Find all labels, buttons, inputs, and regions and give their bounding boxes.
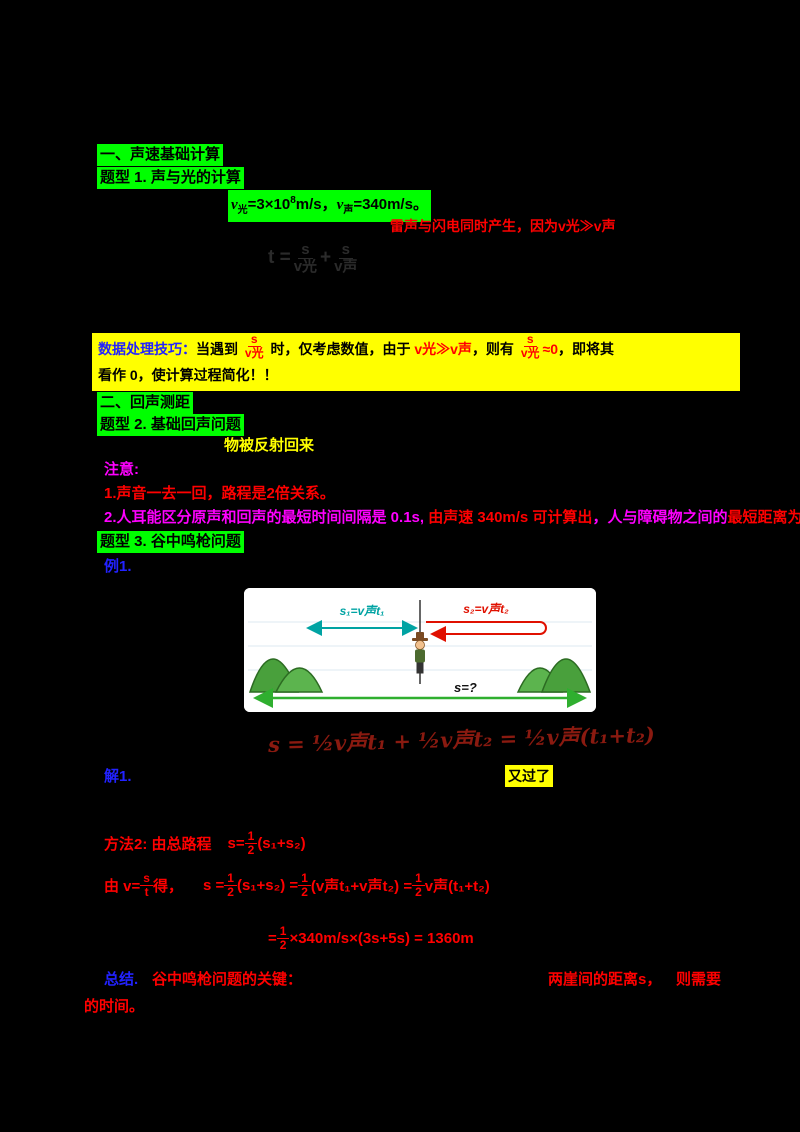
text-run: =340m/s。 xyxy=(353,196,428,213)
s1-label: s₁=v声t₁ xyxy=(340,604,385,618)
text-run: 时，仅考虑数值，由于 xyxy=(266,341,415,357)
valley-echo-diagram: s₁=v声t₁ s₂=v声t₂ s=? xyxy=(244,588,596,712)
denominator: t xyxy=(144,884,149,899)
text-run: s= xyxy=(227,834,245,852)
red-inline-formula: v光≫v声 xyxy=(414,341,472,357)
text-run: ，人与障碍物之间的 xyxy=(592,509,728,526)
text-run: (s₁+s₂) = xyxy=(236,876,299,894)
denominator: v声 xyxy=(334,257,358,275)
text-run: 由声速 340m/s 可计算出 xyxy=(424,509,593,526)
tip-label: 数据处理技巧： xyxy=(98,341,196,357)
diagram-svg: s₁=v声t₁ s₂=v声t₂ s=? xyxy=(244,588,596,712)
denominator: 2 xyxy=(247,842,255,857)
data-tip-box: 数据处理技巧：当遇到 s v光 时，仅考虑数值，由于 v光≫v声，则有 s v光 ≈0… xyxy=(92,333,740,392)
text-run: m/s， xyxy=(295,196,337,213)
summary-text-4: 的时间。 xyxy=(84,998,145,1015)
denominator: v光 xyxy=(244,345,264,360)
text-run: 2.人耳能区分原声和回声的最短时间间隔是 0.1s, xyxy=(104,509,425,526)
denominator: 2 xyxy=(415,884,422,899)
text-run: =3×10 xyxy=(247,196,291,213)
section1-heading: 一、声速基础计算 xyxy=(97,144,224,166)
summary-text-3: 则需要 xyxy=(676,971,722,988)
numerator: s xyxy=(140,872,153,886)
denominator: v光 xyxy=(293,257,318,275)
text-run: 得， xyxy=(152,877,183,895)
echo-point-2: 2.人耳能区分原声和回声的最短时间间隔是 0.1s, 由声速 340m/s 可计… xyxy=(104,506,800,527)
numerator: s xyxy=(523,333,537,347)
note-label: 注意: xyxy=(104,461,139,478)
example-label: 例1. xyxy=(104,558,132,575)
text-run: 当遇到 xyxy=(196,341,242,357)
method-label: 方法2: 由总路程 xyxy=(104,835,212,853)
text-run: (v声t₁+v声t₂) = xyxy=(310,877,413,895)
highlighted-fragment: 又过了 xyxy=(505,765,553,787)
tip-line-1: 数据处理技巧：当遇到 s v光 时，仅考虑数值，由于 v光≫v声，则有 s v光 ≈0… xyxy=(98,333,734,363)
text-run: ，则有 xyxy=(471,341,518,357)
approx-zero: ≈0 xyxy=(542,341,558,357)
numerator: 1 xyxy=(276,925,290,939)
text-run: (s₁+s₂) xyxy=(257,834,306,852)
fraction: s v光 xyxy=(518,333,543,359)
type1-heading: 题型 1. 声与光的计算 xyxy=(97,167,244,189)
summary-text-2: 两崖间的距离s， xyxy=(548,971,662,988)
numerator: 1 xyxy=(298,872,311,886)
speed-constants: v光=3×108m/s，v声=340m/s。 xyxy=(228,190,431,222)
text-run: s = xyxy=(202,876,225,894)
numerator: s xyxy=(298,242,313,259)
text-run: + xyxy=(320,247,332,269)
summary-label: 总结. xyxy=(104,971,139,988)
type3-heading: 题型 3. 谷中鸣枪问题 xyxy=(97,531,244,553)
person-figure xyxy=(412,632,428,674)
exponent: 8 xyxy=(290,195,296,206)
summary-text-1: 谷中鸣枪问题的关键： xyxy=(152,971,303,988)
denominator: v光 xyxy=(520,345,540,360)
red-annotation: 雷声与闪电同时产生，因为v光≫v声 xyxy=(390,218,616,234)
light-subscript: 光 xyxy=(237,205,248,216)
denominator: 2 xyxy=(227,884,234,899)
text-run: = xyxy=(268,929,277,947)
numerator: 1 xyxy=(412,872,425,886)
s2-label: s₂=v声t₂ xyxy=(463,602,509,616)
section2-heading: 二、回声测距 xyxy=(97,392,194,414)
v-symbol: v xyxy=(231,197,238,213)
faint-formula: t = s v光 + s v声 xyxy=(268,242,361,275)
solution-label: 解1. xyxy=(104,768,132,785)
numerator: 1 xyxy=(224,872,237,886)
fraction: s v声 xyxy=(331,242,360,275)
v-symbol: v xyxy=(336,197,344,213)
handwritten-formula: s = ½v声t₁ + ½v声t₂ = ½v声(t₁+t₂) xyxy=(267,721,656,758)
s-question-label: s=? xyxy=(454,680,477,695)
text-run: 最短距离为 17m。 xyxy=(727,509,800,526)
type2-heading: 题型 2. 基础回声问题 xyxy=(97,414,244,436)
fraction: s v光 xyxy=(242,333,267,359)
denominator: 2 xyxy=(301,884,308,899)
denominator: 2 xyxy=(279,937,287,952)
text-run: t = xyxy=(268,247,291,269)
text-run: ，即将其 xyxy=(558,341,614,357)
echo-point-1: 1.声音一去一回，路程是2倍关系。 xyxy=(104,485,335,502)
text-run: v声(t₁+t₂) xyxy=(424,877,490,895)
tip-line-2: 看作 0，使计算过程简化！！ xyxy=(98,367,278,384)
text-run: 由 v= xyxy=(104,877,141,895)
right-echo-arrow xyxy=(426,621,547,642)
yellow-text-fragment: 物被反射回来 xyxy=(224,437,315,454)
numerator: s xyxy=(247,333,261,347)
sound-subscript: 声 xyxy=(343,205,354,216)
fraction: s v光 xyxy=(291,242,320,275)
numerator: s xyxy=(338,242,353,259)
numerator: 1 xyxy=(244,830,258,844)
text-run: ×340m/s×(3s+5s) = 1360m xyxy=(289,929,474,947)
